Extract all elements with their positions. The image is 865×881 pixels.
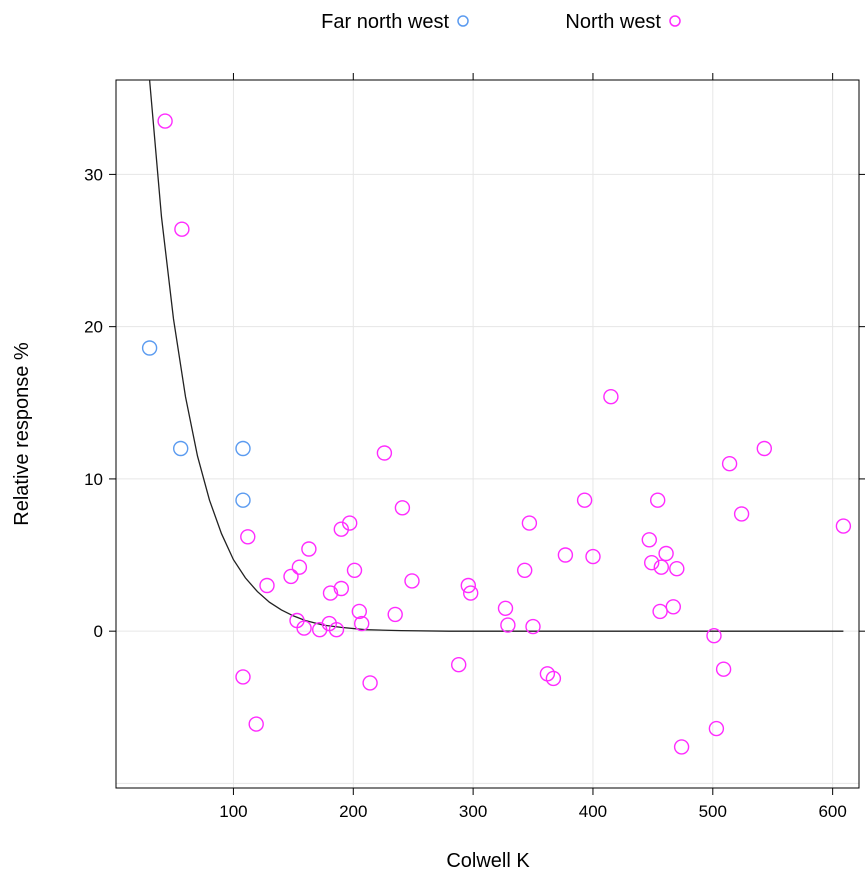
point-north-west <box>291 559 308 575</box>
point-north-west <box>497 600 514 616</box>
point-north-west <box>283 568 299 585</box>
point-north-west <box>296 620 312 636</box>
point-north-west <box>351 603 367 620</box>
point-north-west <box>641 532 657 548</box>
grid-lines <box>116 80 859 788</box>
point-north-west <box>404 573 420 589</box>
point-far-north-west <box>172 440 189 457</box>
point-far-north-west <box>235 492 251 508</box>
point-north-west <box>669 561 685 577</box>
point-north-west <box>715 661 732 677</box>
point-north-west <box>576 492 593 508</box>
point-north-west <box>652 603 668 620</box>
point-north-west <box>521 515 538 531</box>
point-north-west <box>248 716 264 732</box>
point-north-west <box>333 580 349 597</box>
point-north-west <box>557 547 574 563</box>
legend-label-far-north-west: Far north west <box>321 11 449 33</box>
point-north-west <box>328 622 345 638</box>
point-north-west <box>354 615 370 632</box>
x-axis-title: Colwell K <box>446 850 530 872</box>
point-north-west <box>174 221 190 237</box>
point-north-west <box>517 562 533 578</box>
point-north-west <box>603 389 619 405</box>
y-tick-label: 20 <box>84 318 103 337</box>
x-tick-label: 100 <box>219 802 247 821</box>
point-north-west <box>585 548 601 565</box>
point-north-west <box>333 521 349 537</box>
point-north-west <box>322 585 339 601</box>
point-north-west <box>451 657 467 673</box>
point-north-west <box>673 739 690 755</box>
y-tick-label: 10 <box>84 470 103 489</box>
point-north-west <box>342 515 358 531</box>
point-far-north-west <box>235 440 251 457</box>
point-north-west <box>653 559 669 575</box>
legend: Far north west North west <box>321 11 681 33</box>
fitted-curve <box>148 79 844 632</box>
y-axis-title: Relative response % <box>11 342 33 526</box>
point-north-west <box>394 500 411 516</box>
data-points <box>141 113 852 755</box>
point-north-west <box>525 618 541 635</box>
point-north-west <box>500 617 516 633</box>
x-tick-label: 200 <box>339 802 367 821</box>
point-north-west <box>157 113 173 129</box>
y-axis: 0 10 20 30 <box>84 165 865 641</box>
point-north-west <box>463 585 479 601</box>
point-north-west <box>756 440 772 457</box>
legend-label-north-west: North west <box>565 11 661 33</box>
point-north-west <box>240 529 256 545</box>
point-north-west <box>376 445 393 461</box>
plot-panel <box>115 79 860 789</box>
legend-marker-north-west <box>669 15 681 27</box>
y-tick-label: 0 <box>94 622 103 641</box>
point-north-west <box>235 669 251 685</box>
point-north-west <box>545 670 562 687</box>
point-north-west <box>387 606 403 623</box>
point-north-west <box>733 506 750 522</box>
point-north-west <box>706 628 722 644</box>
point-north-west <box>644 555 660 571</box>
point-north-west <box>259 577 275 594</box>
x-tick-label: 600 <box>818 802 846 821</box>
legend-marker-far-north-west <box>457 15 469 27</box>
point-north-west <box>721 456 738 472</box>
point-far-north-west <box>141 340 158 356</box>
y-tick-label: 30 <box>84 165 103 184</box>
x-axis: 100 200 300 400 500 600 <box>219 73 847 821</box>
point-north-west <box>835 518 852 534</box>
point-north-west <box>658 545 674 562</box>
point-north-west <box>665 599 681 615</box>
point-north-west <box>362 675 378 691</box>
x-tick-label: 500 <box>699 802 727 821</box>
x-tick-label: 400 <box>579 802 607 821</box>
point-north-west <box>346 562 363 578</box>
point-north-west <box>460 577 476 594</box>
x-tick-label: 300 <box>459 802 487 821</box>
point-north-west <box>650 492 666 508</box>
point-north-west <box>301 541 317 557</box>
point-north-west <box>708 720 725 737</box>
